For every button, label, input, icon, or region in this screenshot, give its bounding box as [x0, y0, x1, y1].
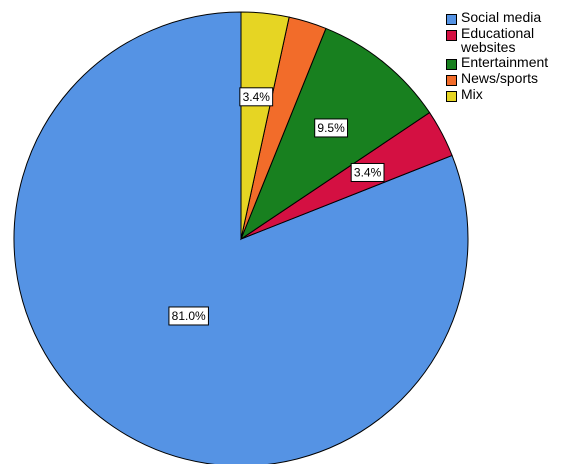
legend-label: Mix [461, 86, 483, 102]
legend-item-news-sports: News/sports [446, 71, 571, 86]
legend-swatch [446, 30, 457, 41]
legend-item-entertainment: Entertainment [446, 55, 571, 70]
legend-swatch [446, 75, 457, 86]
legend-item-mix: Mix [446, 87, 571, 102]
pie-slice-mix [240, 11, 290, 240]
data-label-educational-websites: 3.4% [350, 162, 385, 182]
legend-label: Social media [461, 9, 542, 25]
pie-data-labels: 81.0% 3.4% 9.5% 3.4% [168, 87, 385, 326]
legend-label: Educational websites [461, 25, 535, 55]
data-label-social-media: 81.0% [168, 306, 209, 326]
legend-item-educational-websites: Educational websites [446, 26, 571, 54]
legend-item-social-media: Social media [446, 10, 571, 25]
data-label-box [239, 87, 274, 107]
data-label-box [168, 306, 209, 326]
data-label-text: 3.4% [243, 90, 271, 104]
data-label-text: 3.4% [354, 165, 382, 179]
legend-label: Entertainment [461, 54, 549, 70]
pie-slices [13, 11, 469, 464]
legend-swatch [446, 91, 457, 102]
data-label-mix: 3.4% [239, 87, 274, 107]
data-label-text: 9.5% [317, 121, 345, 135]
legend-label: News/sports [461, 70, 539, 86]
data-label-text: 81.0% [172, 309, 206, 323]
chart-legend: Social media Educational websites Entertai… [446, 10, 571, 103]
legend-swatch [446, 14, 457, 25]
legend-swatch [446, 59, 457, 70]
pie-slice-social-media [13, 11, 469, 464]
data-label-box [350, 162, 385, 182]
data-label-entertainment: 9.5% [314, 118, 349, 138]
data-label-box [314, 118, 349, 138]
